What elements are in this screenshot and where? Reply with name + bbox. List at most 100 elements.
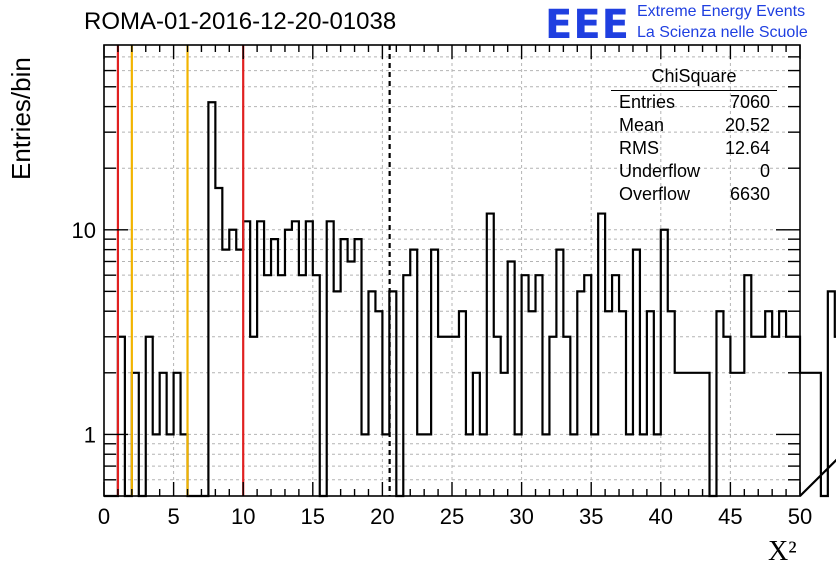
histogram-bin xyxy=(410,250,417,496)
histogram-bin xyxy=(800,373,807,496)
histogram-bin xyxy=(424,434,431,496)
histogram-bin xyxy=(570,434,577,496)
histogram-bin xyxy=(542,434,549,496)
stats-value: 0 xyxy=(759,161,770,181)
stats-value: 7060 xyxy=(729,92,770,112)
histogram-bin xyxy=(445,337,452,496)
histogram-bin xyxy=(605,311,612,496)
histogram-bin xyxy=(779,311,786,496)
histogram-bin xyxy=(522,275,529,496)
histogram-bin xyxy=(229,230,236,496)
histogram-bin xyxy=(661,230,668,496)
histogram-bin xyxy=(153,434,160,496)
x-tick-label: 45 xyxy=(718,504,742,529)
histogram-bin xyxy=(577,291,584,496)
histogram-bin xyxy=(703,373,710,496)
histogram-bin xyxy=(765,311,772,496)
histogram-bin xyxy=(285,230,292,496)
histogram-bin xyxy=(647,311,654,496)
y-axis-label: Entries/bin xyxy=(6,57,36,180)
stats-row-mean: Mean 20.52 xyxy=(611,114,777,137)
histogram-bin xyxy=(508,261,515,496)
y-tick-label: 1 xyxy=(84,422,96,447)
stats-value: 12.64 xyxy=(724,138,770,158)
x-tick-label: 35 xyxy=(579,504,603,529)
histogram-bin xyxy=(306,221,313,496)
histogram-bin xyxy=(417,434,424,496)
histogram-bin xyxy=(466,434,473,496)
stats-title: ChiSquare xyxy=(611,66,777,91)
histogram-bin xyxy=(723,337,730,496)
x-tick-label: 15 xyxy=(301,504,325,529)
x-tick-label: 10 xyxy=(231,504,255,529)
stats-value: 20.52 xyxy=(724,115,770,135)
stats-value: 6630 xyxy=(729,184,770,204)
histogram-outline xyxy=(104,101,836,498)
stats-row-underflow: Underflow 0 xyxy=(611,160,777,183)
histogram-bin xyxy=(494,337,501,496)
stats-label: Overflow xyxy=(619,184,691,204)
histogram-bin xyxy=(807,373,814,496)
histogram-bin xyxy=(271,239,278,496)
histogram-bin xyxy=(737,373,744,496)
histogram-bin xyxy=(584,275,591,496)
x-tick-label: 5 xyxy=(167,504,179,529)
histogram-bin xyxy=(786,337,793,496)
x-axis-label: X² xyxy=(768,536,797,567)
histogram-bin xyxy=(473,373,480,496)
stats-label: Mean xyxy=(619,115,665,135)
histogram-bin xyxy=(828,291,835,496)
histogram-bin xyxy=(626,434,633,496)
histogram-bin xyxy=(299,275,306,496)
histogram-bin xyxy=(208,102,215,496)
histogram-bin xyxy=(167,434,174,496)
histogram-bin xyxy=(292,221,299,496)
histogram-bin xyxy=(382,434,389,496)
stats-row-overflow: Overflow 6630 xyxy=(611,183,777,206)
histogram-bin xyxy=(515,434,522,496)
histogram-bin xyxy=(146,337,153,496)
histogram-bin xyxy=(348,261,355,496)
histogram-bin xyxy=(730,373,737,496)
histogram-bin xyxy=(403,275,410,496)
y-tick-label: 10 xyxy=(72,218,96,243)
histogram-bin xyxy=(598,214,605,496)
stats-label: Entries xyxy=(619,92,676,112)
histogram-bin xyxy=(459,311,466,496)
histogram-bin xyxy=(793,337,800,496)
histogram-bin xyxy=(640,434,647,496)
histogram-bin xyxy=(341,239,348,496)
histogram-bin xyxy=(431,250,438,496)
histogram-bin xyxy=(633,250,640,496)
histogram-bin xyxy=(257,221,264,496)
x-tick-label: 30 xyxy=(509,504,533,529)
histogram-bin xyxy=(675,373,682,496)
x-tick-label: 40 xyxy=(649,504,673,529)
histogram-bin xyxy=(327,221,334,496)
histogram-bin xyxy=(174,373,181,496)
histogram-bin xyxy=(375,311,382,496)
histogram-bin xyxy=(438,337,445,496)
x-tick-label: 50 xyxy=(788,504,812,529)
histogram-bin xyxy=(501,373,508,496)
histogram-bin xyxy=(334,291,341,496)
histogram-bin xyxy=(563,337,570,496)
histogram-bin xyxy=(264,275,271,496)
histogram-bin xyxy=(814,373,821,496)
histogram-bin xyxy=(612,275,619,496)
histogram-bin xyxy=(313,275,320,496)
histogram-bin xyxy=(215,188,222,496)
histogram-bin xyxy=(368,291,375,496)
histogram-bin xyxy=(668,311,675,496)
histogram-bin xyxy=(487,214,494,496)
logo-subtitle-2: La Scienza nelle Scuole xyxy=(637,24,808,41)
stats-box: ChiSquare Entries 7060 Mean 20.52 RMS 12… xyxy=(611,66,777,206)
logo-subtitle-1: Extreme Energy Events xyxy=(637,3,806,20)
histogram-bin xyxy=(696,373,703,496)
histogram-bin xyxy=(549,337,556,496)
histogram-bin xyxy=(222,250,229,496)
histogram-bin xyxy=(160,373,167,496)
histogram-bin xyxy=(682,373,689,496)
histogram-bin xyxy=(772,337,779,496)
